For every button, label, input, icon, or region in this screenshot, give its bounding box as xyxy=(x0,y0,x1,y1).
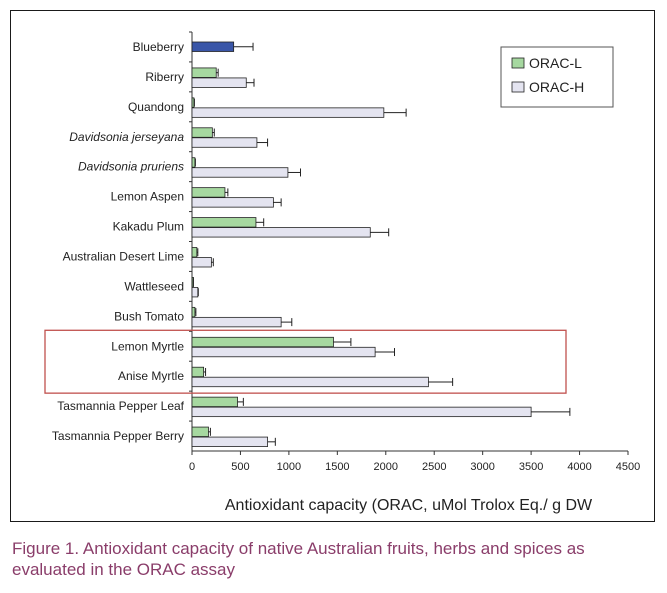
bar-orac-h xyxy=(191,107,385,118)
x-axis-label: Antioxidant capacity (ORAC, uMol Trolox … xyxy=(224,497,593,514)
legend-label-orac-h: ORAC-H xyxy=(529,79,584,95)
bar-orac-l xyxy=(191,426,209,437)
x-tick-label: 500 xyxy=(231,461,249,473)
bar-orac-l xyxy=(191,396,238,408)
bar-orac-l xyxy=(191,336,334,348)
bar-orac-l xyxy=(191,306,196,318)
bar-orac-l xyxy=(191,217,257,228)
x-tick-label: 3000 xyxy=(470,461,494,473)
x-tick-label: 2000 xyxy=(374,461,398,473)
bar-orac-h xyxy=(191,287,199,298)
bar-orac-l xyxy=(191,247,198,258)
category-label: Quandong xyxy=(128,100,184,114)
category-label: Tasmannia Pepper Leaf xyxy=(57,399,184,413)
bar-blueberry xyxy=(191,41,235,52)
bar-orac-h xyxy=(191,406,532,418)
category-label: Kakadu Plum xyxy=(113,220,184,234)
bar-orac-l xyxy=(191,97,195,108)
legend-box xyxy=(500,46,614,108)
category-label: Lemon Aspen xyxy=(111,190,184,204)
category-label: Davidsonia jerseyana xyxy=(69,130,184,144)
x-tick-label: 1000 xyxy=(277,461,301,473)
category-label: Tasmannia Pepper Berry xyxy=(52,429,184,443)
x-tick-label: 3500 xyxy=(519,461,543,473)
x-tick-label: 1500 xyxy=(325,461,349,473)
bar-orac-l xyxy=(191,187,226,198)
bar-orac-h xyxy=(191,197,274,208)
bar-orac-h xyxy=(191,167,289,178)
bar-orac-h xyxy=(191,316,282,328)
highlight-box xyxy=(44,329,567,394)
legend-swatch-orac-l xyxy=(511,57,525,69)
category-label: Lemon Myrtle xyxy=(111,339,184,353)
legend-label-orac-l: ORAC-L xyxy=(529,55,582,71)
x-tick-label: 0 xyxy=(189,461,195,473)
bar-orac-l xyxy=(191,366,205,378)
bar-orac-h xyxy=(191,77,247,88)
x-tick-label: 4000 xyxy=(567,461,591,473)
bar-orac-l xyxy=(191,67,217,78)
bar-orac-h xyxy=(191,227,371,238)
category-label: Davidsonia pruriens xyxy=(78,160,184,174)
bar-orac-h xyxy=(191,257,212,268)
category-label: Bush Tomato xyxy=(114,309,184,323)
bar-orac-h xyxy=(191,376,429,388)
category-label: Blueberry xyxy=(133,40,184,54)
bar-orac-h xyxy=(191,346,376,358)
bar-orac-h xyxy=(191,436,268,447)
bar-orac-l xyxy=(191,127,213,138)
x-tick-label: 2500 xyxy=(422,461,446,473)
figure-caption: Figure 1. Antioxidant capacity of native… xyxy=(12,539,585,579)
category-label: Anise Myrtle xyxy=(118,369,184,383)
category-label: Wattleseed xyxy=(124,279,184,293)
legend-swatch-orac-h xyxy=(511,81,525,93)
category-label: Australian Desert Lime xyxy=(63,249,185,263)
bar-orac-h xyxy=(191,137,258,148)
bar-orac-l xyxy=(191,157,196,168)
category-label: Riberry xyxy=(145,70,184,84)
x-tick-label: 4500 xyxy=(616,461,640,473)
